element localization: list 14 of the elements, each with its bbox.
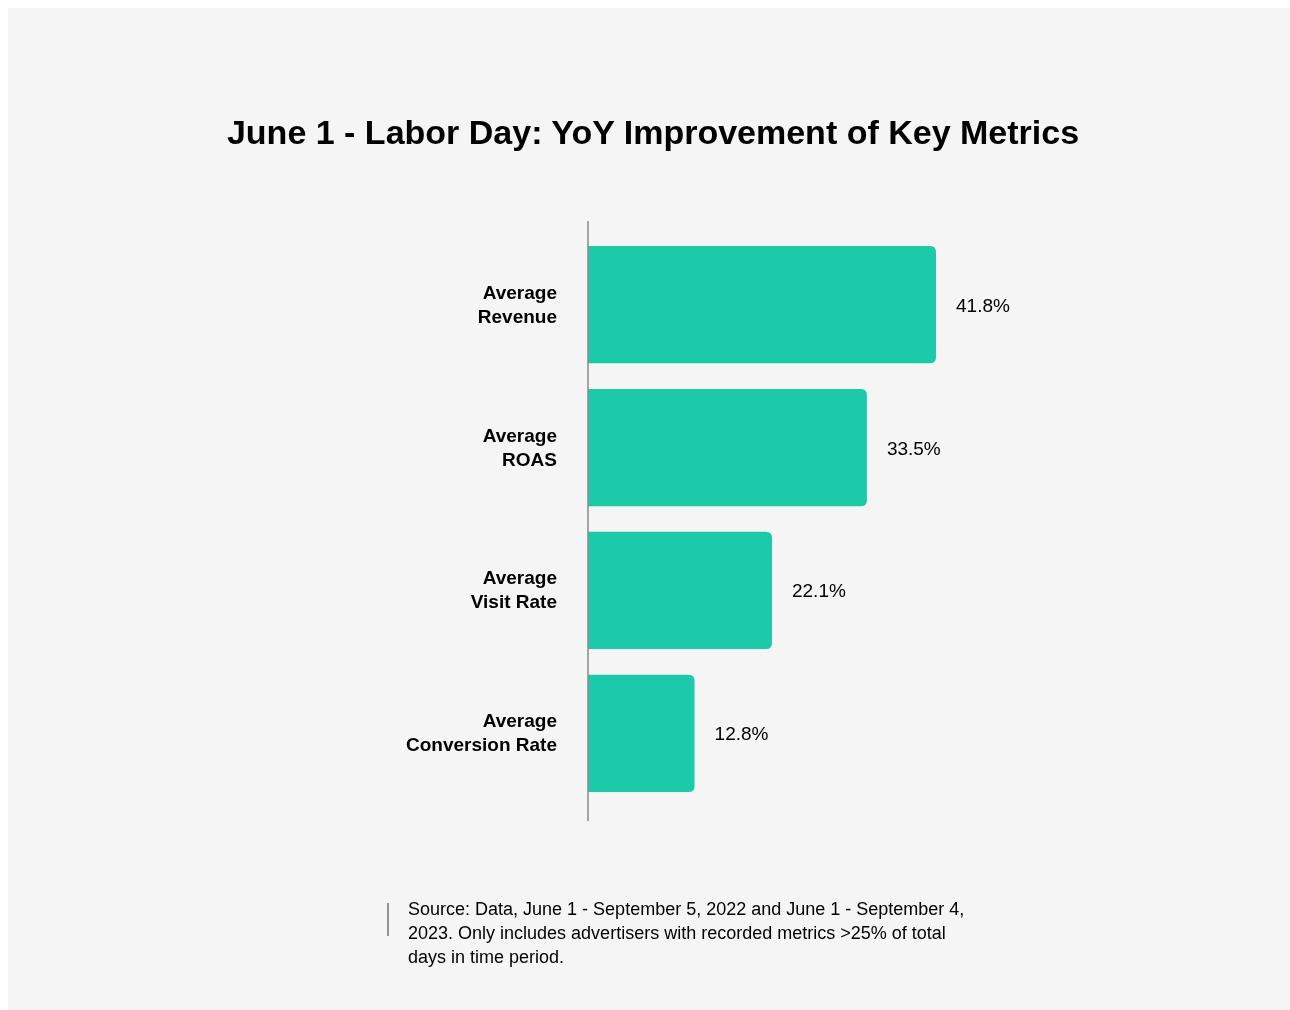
y-tick-label: Average Visit Rate	[470, 567, 557, 613]
bar	[588, 531, 772, 650]
data-label: 33.5%	[886, 437, 941, 459]
bar	[588, 388, 867, 507]
chart-title: June 1 - Labor Day: YoY Improvement of Key Metrics	[226, 113, 1080, 151]
y-tick-label: Average ROAS	[482, 424, 557, 470]
y-tick-label: Average Conversion Rate	[406, 710, 557, 756]
data-label: 22.1%	[791, 580, 846, 602]
source-note: Source: Data, June 1 - September 5, 2022 and June 1 - September 4, 2023. Only includes advertisers with recorded metrics >25% of total days in time period.	[408, 899, 965, 967]
y-tick-label: Average Revenue	[477, 281, 557, 327]
data-label: 12.8%	[714, 723, 769, 745]
data-label: 41.8%	[956, 294, 1010, 316]
bar	[588, 674, 695, 792]
bar	[588, 246, 936, 364]
